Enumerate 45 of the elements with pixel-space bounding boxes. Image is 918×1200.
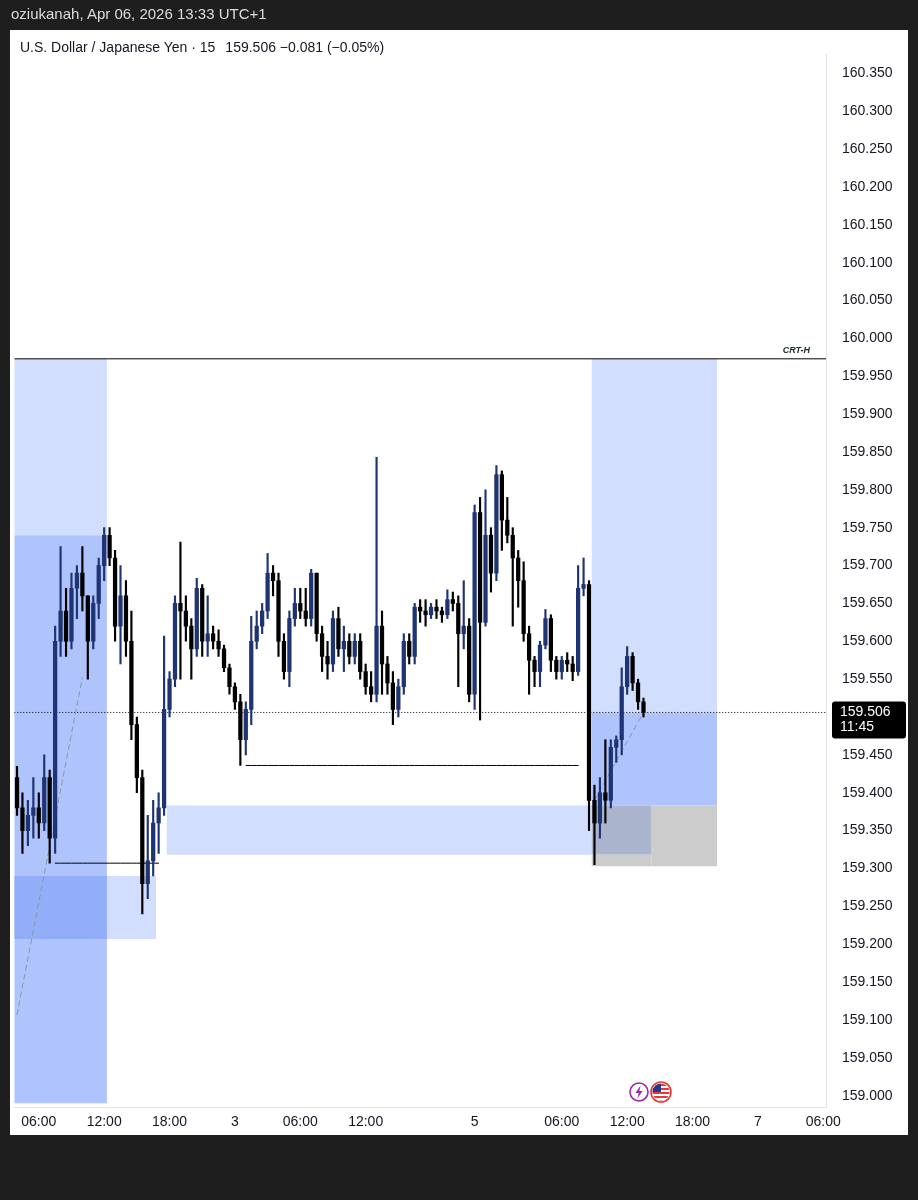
y-tick-label: 159.700 — [842, 556, 893, 573]
chart-subtitle: 159.506 −0.081 (−0.05%) — [225, 39, 385, 55]
x-tick-label: 3 — [231, 1113, 240, 1130]
chart-title: U.S. Dollar / Japanese Yen · 15 — [20, 39, 216, 55]
y-tick-label: 160.000 — [842, 329, 893, 346]
y-tick-label: 160.350 — [842, 64, 893, 81]
y-tick-label: 159.550 — [842, 670, 893, 686]
y-tick-label: 160.300 — [842, 102, 893, 119]
y-tick-label: 159.250 — [842, 897, 893, 914]
y-tick-label: 159.150 — [842, 972, 893, 989]
text: oziukanah, Apr 06, 2026 13:33 UTC+1 — [11, 5, 267, 22]
y-tick-label: 159.200 — [842, 935, 893, 952]
y-tick-label: 160.250 — [842, 139, 893, 156]
y-tick-label: 159.100 — [842, 1010, 893, 1027]
ref-line-label: CRT-H — [782, 344, 811, 355]
y-tick-label: 159.450 — [842, 745, 893, 762]
y-tick-label: 159.750 — [842, 518, 893, 535]
y-tick-label: 160.150 — [842, 215, 893, 232]
y-tick-label: 159.400 — [842, 783, 893, 800]
x-tick-label: 12:00 — [86, 1113, 122, 1130]
x-tick-label: 06:00 — [21, 1113, 57, 1130]
y-tick-label: 159.600 — [842, 632, 893, 649]
x-tick-label: 7 — [754, 1113, 762, 1130]
y-tick-label: 159.900 — [842, 404, 893, 421]
x-tick-label: 12:00 — [609, 1113, 645, 1130]
y-tick-label: 159.650 — [842, 594, 893, 611]
text: 11:45 — [840, 718, 875, 735]
y-tick-label: 159.300 — [842, 859, 893, 876]
x-tick-label: 06:00 — [282, 1113, 319, 1130]
y-tick-label: 160.200 — [842, 177, 893, 194]
x-tick-label: 18:00 — [675, 1113, 711, 1130]
y-tick-label: 159.850 — [842, 442, 893, 459]
y-tick-label: 160.100 — [842, 253, 893, 270]
y-tick-label: 160.050 — [842, 291, 893, 308]
ref-line-label: 159.506 — [840, 703, 891, 720]
y-tick-label: 159.000 — [842, 1086, 893, 1103]
x-tick-label: 06:00 — [805, 1113, 841, 1130]
y-tick-label: 159.050 — [842, 1048, 893, 1065]
x-tick-label: 06:00 — [544, 1113, 580, 1130]
x-tick-label: 12:00 — [348, 1113, 384, 1130]
y-tick-label: 159.950 — [842, 367, 893, 384]
y-tick-label: 159.800 — [842, 480, 893, 497]
y-tick-label: 159.350 — [842, 821, 893, 838]
x-tick-label: 5 — [470, 1113, 479, 1130]
x-tick-label: 18:00 — [152, 1113, 188, 1130]
